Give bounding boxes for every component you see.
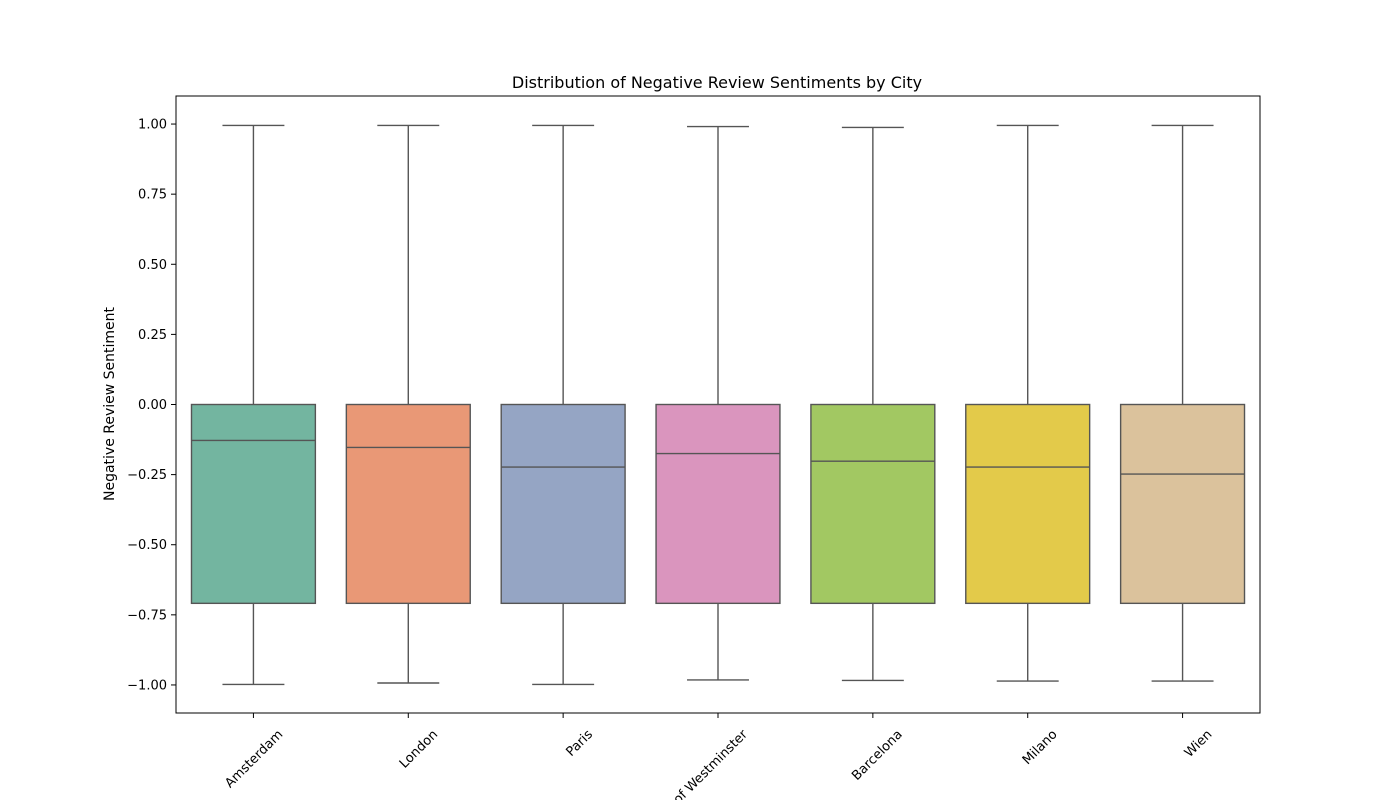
chart-title: Distribution of Negative Review Sentimen… — [512, 73, 922, 92]
plot-area — [190, 124, 1246, 686]
y-tick-label: 0.75 — [138, 188, 167, 203]
y-axis-label: Negative Review Sentiment — [102, 306, 118, 501]
x-tick-label: London — [397, 727, 441, 771]
box-body — [965, 403, 1091, 605]
box-6 — [965, 124, 1091, 682]
y-tick-label: −0.75 — [127, 608, 167, 623]
y-tick-label: 1.00 — [138, 118, 167, 133]
box-7 — [1119, 124, 1246, 682]
x-tick-label: Milano — [1020, 727, 1061, 768]
box-body — [190, 403, 317, 605]
box-4 — [655, 125, 781, 681]
box-body — [500, 403, 626, 605]
y-tick-label: −0.25 — [127, 468, 167, 483]
x-tick-label: Paris — [563, 727, 596, 760]
y-tick-label: −0.50 — [127, 538, 167, 553]
y-tick-label: 0.00 — [138, 398, 167, 413]
x-tick-label: Barcelona — [849, 727, 905, 783]
box-body — [345, 403, 471, 605]
x-tick-label: of Westminster — [671, 727, 752, 800]
y-tick-label: −1.00 — [127, 678, 167, 693]
box-2 — [345, 124, 471, 684]
x-axis: Amsterdam London Paris of Westminster Barcel… — [222, 713, 1216, 804]
box-body — [810, 403, 936, 605]
y-axis: 1.00 0.75 0.50 0.25 0.00 −0.25 −0.50 −0.75 −1.00 — [127, 118, 176, 693]
box-1 — [190, 124, 317, 686]
x-tick-label: Wien — [1182, 727, 1216, 761]
y-tick-label: 0.25 — [138, 328, 167, 343]
box-body — [1119, 403, 1246, 605]
plot-frame — [175, 95, 1261, 714]
box-body — [655, 403, 781, 605]
box-3 — [500, 124, 626, 686]
x-tick-label: Amsterdam — [222, 727, 286, 791]
box-5 — [810, 126, 936, 682]
y-tick-label: 0.50 — [138, 258, 167, 273]
